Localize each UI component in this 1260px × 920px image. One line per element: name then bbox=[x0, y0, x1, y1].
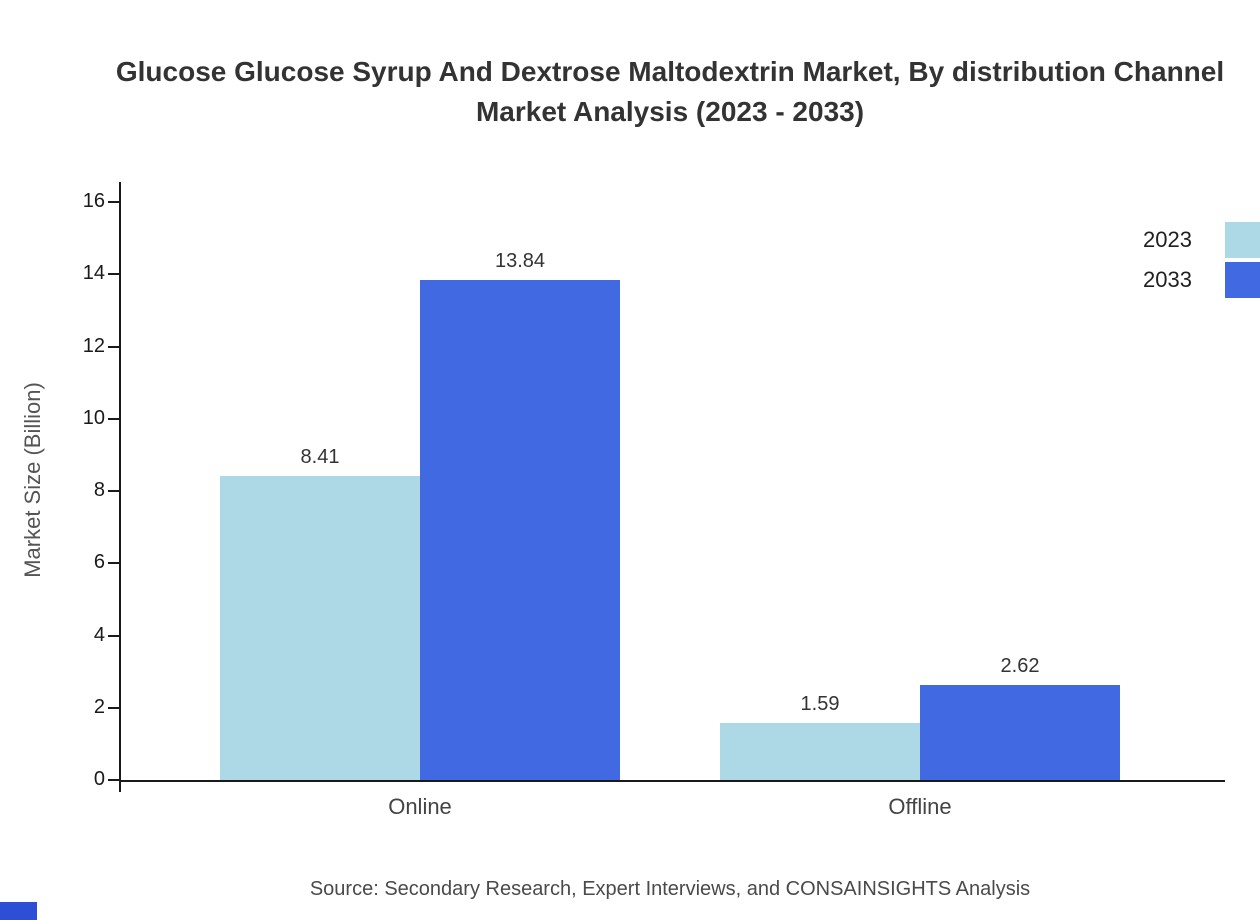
y-tick-label: 8 bbox=[93, 479, 105, 501]
bar-value-label: 2.62 bbox=[1000, 655, 1040, 678]
y-axis-line bbox=[119, 182, 121, 792]
legend: 2023 2033 bbox=[1128, 222, 1260, 302]
y-tick-label: 0 bbox=[93, 768, 105, 790]
y-tick-label: 2 bbox=[93, 695, 105, 718]
bar-offline-2033 bbox=[920, 685, 1120, 780]
bar-online-2033 bbox=[420, 280, 620, 780]
legend-label: 2023 bbox=[1143, 227, 1192, 252]
bar-value-label: 8.41 bbox=[300, 446, 340, 469]
y-tick-label: 16 bbox=[82, 190, 105, 212]
chart-title: Glucose Glucose Syrup And Dextrose Malto… bbox=[0, 52, 1260, 132]
x-axis-line bbox=[119, 780, 1225, 782]
y-tick-mark bbox=[108, 490, 120, 492]
legend-row-2033: 2033 bbox=[1128, 262, 1260, 298]
y-tick-mark bbox=[108, 417, 120, 420]
x-category-label: Online bbox=[388, 794, 452, 819]
bar-offline-2023 bbox=[720, 722, 920, 780]
legend-swatch bbox=[1225, 222, 1260, 258]
y-tick-label: 14 bbox=[82, 262, 105, 285]
y-tick-label: 4 bbox=[93, 623, 105, 646]
bar-online-2023 bbox=[220, 476, 420, 780]
logo-corner-mark bbox=[0, 902, 37, 920]
bar-value-label: 13.84 bbox=[494, 250, 546, 273]
x-category-label: Offline bbox=[888, 794, 952, 819]
y-tick-mark bbox=[108, 706, 120, 709]
source-note: Source: Secondary Research, Expert Inter… bbox=[309, 878, 1031, 900]
y-tick-mark bbox=[108, 345, 120, 348]
bar-value-label: 1.59 bbox=[800, 692, 840, 715]
y-tick-mark bbox=[108, 562, 120, 565]
y-tick-mark bbox=[108, 779, 120, 781]
legend-row-2023: 2023 bbox=[1128, 222, 1260, 258]
legend-swatch bbox=[1225, 262, 1260, 298]
y-tick-label: 10 bbox=[82, 406, 105, 429]
chart-title-line2: Market Analysis (2023 - 2033) bbox=[475, 96, 865, 127]
chart-title-line1: Glucose Glucose Syrup And Dextrose Malto… bbox=[115, 56, 1225, 87]
y-tick-mark bbox=[108, 201, 120, 203]
y-tick-mark bbox=[108, 634, 120, 637]
y-tick-label: 12 bbox=[82, 334, 105, 357]
y-tick-mark bbox=[108, 273, 120, 276]
legend-label: 2033 bbox=[1143, 267, 1192, 292]
y-tick-label: 6 bbox=[93, 551, 105, 574]
